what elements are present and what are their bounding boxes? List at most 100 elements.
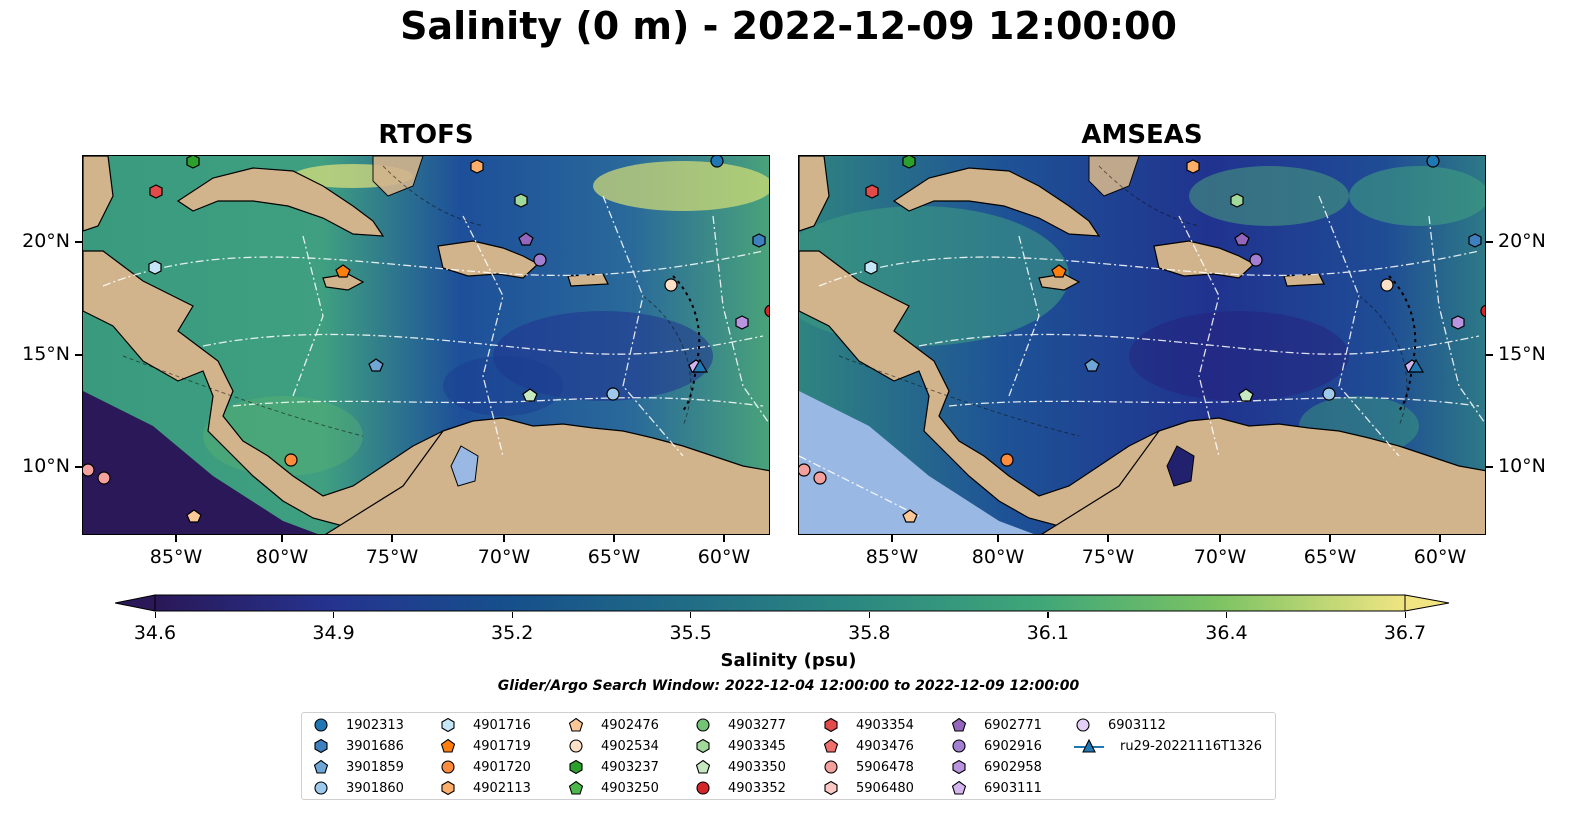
legend-label: 6902916 [984, 738, 1042, 754]
panel-title-amseas: AMSEAS [1081, 120, 1203, 150]
legend-item: ru29-20221116T1326 [1074, 736, 1262, 756]
hexagon-marker-icon [312, 737, 340, 755]
legend-label: 1902313 [346, 717, 404, 733]
circle-marker-icon [439, 758, 467, 776]
lon-tick-label: 80°W [971, 546, 1025, 568]
pentagon-marker-icon [822, 737, 850, 755]
land-hispaniola [1153, 240, 1256, 279]
legend-item: 4902476 [567, 715, 659, 735]
tick-mark [1486, 354, 1493, 356]
land-cuba [176, 167, 385, 237]
lon-tick-label: 85°W [149, 546, 203, 568]
hexagon-marker-icon [439, 716, 467, 734]
hexagon-marker-icon [439, 779, 467, 797]
panel-title-rtofs: RTOFS [378, 120, 474, 150]
circle-marker-icon [822, 758, 850, 776]
colorbar-extend-min [115, 594, 156, 612]
land-central-america [799, 250, 1191, 527]
colorbar-bar [154, 594, 1406, 612]
legend-label: 6903111 [984, 780, 1042, 796]
legend-label: 4903476 [856, 738, 914, 754]
colorbar-tick-label: 34.6 [133, 622, 177, 644]
lat-tick-label: 15°N [1498, 343, 1546, 365]
colorbar-tick-mark [868, 612, 870, 618]
legend-label: 4903237 [601, 759, 659, 775]
lon-tick-label: 75°W [1081, 546, 1135, 568]
circle-marker-icon [312, 716, 340, 734]
tick-mark [1329, 535, 1331, 542]
lon-tick-label: 85°W [865, 546, 919, 568]
lat-tick-label: 15°N [22, 343, 70, 365]
colorbar-tick-mark [1404, 612, 1406, 618]
tick-mark [503, 535, 505, 542]
pacific-region [83, 391, 318, 534]
legend-item: 4903476 [822, 736, 914, 756]
lon-tick-label: 70°W [1193, 546, 1247, 568]
tick-mark [1107, 535, 1109, 542]
colorbar-tick-mark [511, 612, 513, 618]
legend-label: 4903354 [856, 717, 914, 733]
legend-label: 4901720 [473, 759, 531, 775]
legend-label: 3901860 [346, 780, 404, 796]
tick-mark [613, 535, 615, 542]
tick-mark [891, 535, 893, 542]
tick-mark [75, 241, 82, 243]
legend-label: 6903112 [1108, 717, 1166, 733]
legend-item: 4901720 [439, 757, 531, 777]
hexagon-marker-icon [822, 716, 850, 734]
legend-item: 4901719 [439, 736, 531, 756]
legend-label: 4903250 [601, 780, 659, 796]
colorbar-tick-mark [1047, 612, 1049, 618]
tick-mark [1486, 241, 1493, 243]
tick-mark [281, 535, 283, 542]
hexagon-marker-icon [694, 737, 722, 755]
colorbar-tick-label: 35.2 [490, 622, 534, 644]
legend-item: 4902534 [567, 736, 659, 756]
map-amseas-canvas [799, 156, 1485, 534]
legend-label: 3901686 [346, 738, 404, 754]
lon-tick-label: 60°W [697, 546, 751, 568]
circle-marker-icon [1074, 716, 1102, 734]
lon-tick-label: 70°W [477, 546, 531, 568]
colorbar-tick-label: 36.4 [1205, 622, 1248, 644]
lon-tick-label: 65°W [1303, 546, 1357, 568]
lat-tick-label: 10°N [1498, 455, 1546, 477]
colorbar-tick-label: 36.7 [1383, 622, 1427, 644]
hexagon-marker-icon [567, 758, 595, 776]
legend-item: 4903354 [822, 715, 914, 735]
legend-label: 4902476 [601, 717, 659, 733]
search-window-text: Glider/Argo Search Window: 2022-12-04 12… [497, 678, 1080, 694]
legend-label: ru29-20221116T1326 [1120, 738, 1263, 754]
tick-mark [997, 535, 999, 542]
lon-tick-label: 80°W [255, 546, 309, 568]
pentagon-marker-icon [694, 758, 722, 776]
legend-item: 3901860 [312, 778, 404, 798]
land-cuba [892, 167, 1101, 237]
colorbar-extend-max [1404, 594, 1450, 612]
legend-label: 4901719 [473, 738, 531, 754]
legend-label: 4902113 [473, 780, 531, 796]
legend-label: 4901716 [473, 717, 531, 733]
pentagon-marker-icon [950, 779, 978, 797]
map-rtofs[interactable] [82, 155, 770, 535]
legend-label: 4903352 [728, 780, 786, 796]
colorbar-tick-mark [690, 612, 692, 618]
circle-marker-icon [567, 737, 595, 755]
colorbar-tick-label: 35.5 [669, 622, 712, 644]
legend-label: 4903345 [728, 738, 786, 754]
map-amseas[interactable] [798, 155, 1486, 535]
tick-mark [75, 466, 82, 468]
circle-marker-icon [950, 737, 978, 755]
legend-item: 5906480 [822, 778, 914, 798]
colorbar-tick-label: 35.8 [848, 622, 891, 644]
circle-marker-icon [694, 779, 722, 797]
legend-label: 4902534 [601, 738, 659, 754]
figure-title: Salinity (0 m) - 2022-12-09 12:00:00 [400, 4, 1177, 48]
lat-tick-label: 10°N [22, 455, 70, 477]
legend-item: 5906478 [822, 757, 914, 777]
tick-mark [175, 535, 177, 542]
colorbar-label: Salinity (psu) [720, 650, 857, 671]
legend-label: 6902771 [984, 717, 1042, 733]
legend-item: 3901686 [312, 736, 404, 756]
pentagon-marker-icon [950, 716, 978, 734]
